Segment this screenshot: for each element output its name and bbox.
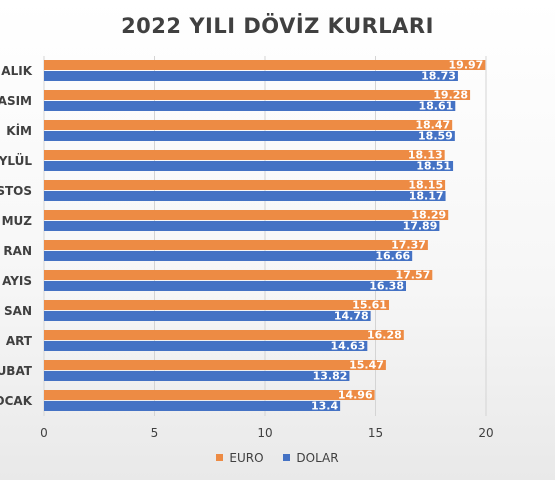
category-label: ALIK: [1, 64, 32, 78]
bar: [44, 360, 386, 370]
bar: [44, 120, 453, 130]
data-label: 18.61: [418, 100, 453, 113]
data-label: 18.13: [408, 149, 443, 162]
data-label: 17.37: [391, 239, 426, 252]
bar: [44, 300, 389, 310]
data-label: 18.47: [415, 119, 450, 132]
data-label: 13.82: [313, 370, 348, 383]
bar: [44, 71, 458, 81]
bar: [44, 330, 404, 340]
data-label: 19.97: [449, 59, 484, 72]
data-label: 14.96: [338, 389, 373, 402]
category-label: KİM: [6, 123, 32, 138]
data-label: 17.89: [403, 220, 438, 233]
legend-item-dolar: DOLAR: [283, 450, 339, 465]
bar: [44, 191, 446, 201]
category-label: ART: [6, 334, 33, 348]
category-label: SAN: [4, 304, 32, 318]
data-label: 18.29: [411, 209, 446, 222]
bar: [44, 90, 471, 100]
data-label: 18.73: [421, 70, 456, 83]
data-label: 19.28: [433, 89, 468, 102]
category-label: YLÜL: [0, 153, 32, 168]
legend-swatch-dolar: [283, 454, 291, 461]
bar: [44, 210, 449, 220]
bar: [44, 270, 433, 280]
data-label: 18.17: [409, 190, 444, 203]
bar: [44, 251, 413, 261]
bar: [44, 371, 350, 381]
data-label: 18.51: [416, 160, 451, 173]
bar: [44, 281, 406, 291]
data-label: 17.57: [396, 269, 431, 282]
data-label: 18.15: [408, 179, 443, 192]
category-label: OCAK: [0, 394, 33, 408]
bar: [44, 180, 446, 190]
category-label: MUZ: [2, 214, 33, 228]
x-tick-label: 15: [368, 426, 383, 440]
category-label: UBAT: [0, 364, 33, 378]
bar: [44, 60, 486, 70]
data-label: 14.78: [334, 310, 369, 323]
data-label: 18.59: [418, 130, 453, 143]
legend-item-euro: EURO: [216, 450, 264, 465]
bar: [44, 240, 428, 250]
x-tick-label: 10: [257, 426, 272, 440]
bar: [44, 341, 368, 351]
x-tick-label: 20: [478, 426, 493, 440]
bar: [44, 401, 341, 411]
data-label: 14.63: [331, 340, 366, 353]
category-label: STOS: [0, 184, 32, 198]
x-tick-label: 0: [40, 426, 48, 440]
bar: [44, 101, 456, 111]
legend-label-euro: EURO: [229, 450, 264, 465]
data-label: 16.28: [367, 329, 402, 342]
bar: [44, 311, 371, 321]
bar: [44, 150, 445, 160]
bar: [44, 221, 440, 231]
category-label: RAN: [3, 244, 32, 258]
data-label: 16.66: [375, 250, 410, 263]
chart-title: 2022 YILI DÖVİZ KURLARI: [121, 14, 434, 38]
x-tick-label: 5: [151, 426, 159, 440]
chart-legend: EURO DOLAR: [0, 450, 555, 465]
bar: [44, 390, 375, 400]
data-label: 16.38: [369, 280, 404, 293]
category-label: AYIS: [2, 274, 32, 288]
data-label: 15.61: [352, 299, 387, 312]
bar: [44, 131, 455, 141]
legend-label-dolar: DOLAR: [296, 450, 339, 465]
data-label: 13.4: [311, 400, 338, 413]
data-label: 15.47: [349, 359, 384, 372]
legend-swatch-euro: [216, 454, 224, 461]
category-label: ASIM: [0, 94, 32, 108]
bar: [44, 161, 454, 171]
